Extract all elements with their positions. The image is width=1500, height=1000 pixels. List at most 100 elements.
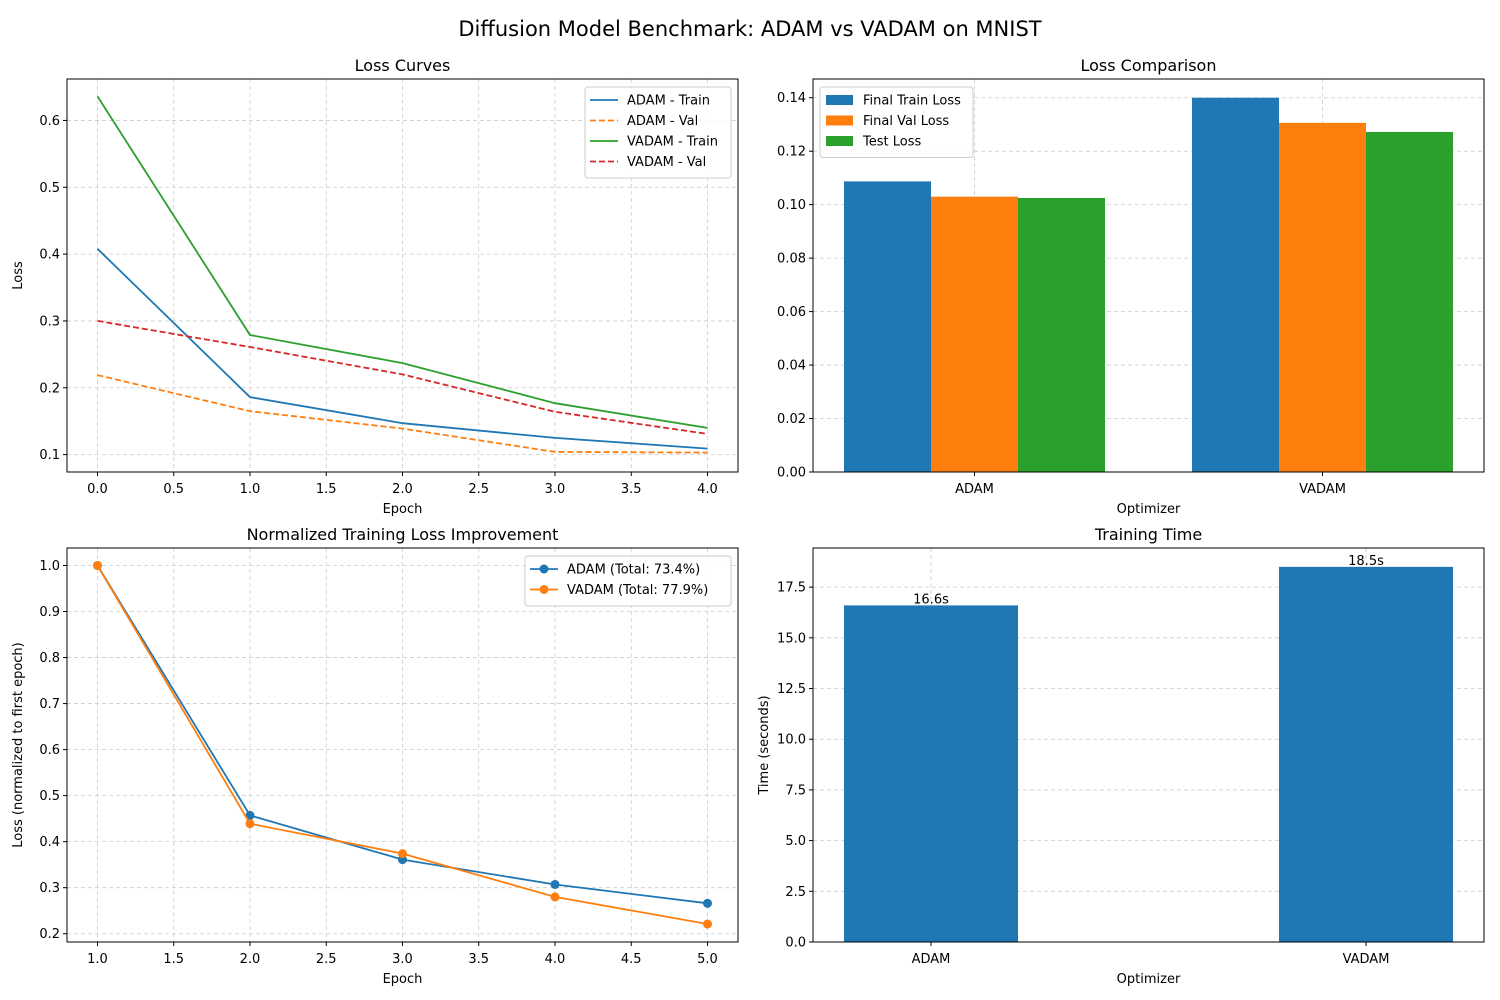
loss-comparison-bar-1-1 xyxy=(1279,122,1366,472)
normalized-improvement-chart: Normalized Training Loss Improvement 0.2 0… xyxy=(11,525,739,987)
loss-comparison-ytick-label: 0.14 xyxy=(777,91,806,106)
normalized-improvement-xtick-label: 2.5 xyxy=(316,952,337,967)
loss-curves-legend-label: VADAM - Val xyxy=(627,155,706,170)
normalized-improvement-legend-marker xyxy=(539,585,549,594)
training-time-bar-1 xyxy=(1279,566,1453,942)
training-time-frame xyxy=(812,547,1485,943)
loss-comparison-bar-1-0 xyxy=(1192,97,1279,472)
loss-curves-title: Loss Curves xyxy=(355,56,451,75)
training-time-title: Training Time xyxy=(1094,525,1202,544)
normalized-improvement-xtick-label: 1.0 xyxy=(87,952,108,967)
normalized-improvement-legend-box xyxy=(524,555,732,607)
normalized-improvement-ytick-label: 0.9 xyxy=(39,605,60,620)
normalized-improvement-series-1-point xyxy=(550,892,560,902)
loss-comparison-title: Loss Comparison xyxy=(1081,56,1217,75)
loss-curves-ylabel: Loss xyxy=(11,261,26,290)
loss-comparison-legend-swatch xyxy=(826,95,853,105)
loss-comparison-ytick-label: 0.12 xyxy=(777,145,806,160)
normalized-improvement-ylabel: Loss (normalized to first epoch) xyxy=(11,642,26,847)
loss-comparison-ytick-label: 0.02 xyxy=(777,412,806,427)
normalized-improvement-series-1-point xyxy=(245,819,255,829)
loss-comparison-ytick-label: 0.10 xyxy=(777,198,806,213)
training-time-ytick-label: 10.0 xyxy=(777,733,806,748)
normalized-improvement-xtick-label: 3.5 xyxy=(468,952,489,967)
training-time-bar-0 xyxy=(844,605,1018,942)
loss-comparison-ytick-label: 0.08 xyxy=(777,252,806,267)
loss-comparison-ytick-label: 0.06 xyxy=(777,305,806,320)
normalized-improvement-title: Normalized Training Loss Improvement xyxy=(247,525,559,544)
normalized-improvement-ytick-label: 0.4 xyxy=(39,835,60,850)
normalized-improvement-series-0-point xyxy=(245,810,255,820)
loss-curves-xtick-label: 1.0 xyxy=(240,482,261,497)
loss-comparison-legend-swatch xyxy=(826,136,853,146)
normalized-improvement-legend-marker xyxy=(539,564,549,574)
training-time-ytick-label: 2.5 xyxy=(785,885,806,900)
normalized-improvement-series-1-point xyxy=(703,919,712,929)
normalized-improvement-legend-label: ADAM (Total: 73.4%) xyxy=(567,563,700,578)
normalized-improvement-ytick-label: 1.0 xyxy=(39,559,60,574)
loss-comparison-xtick-label: VADAM xyxy=(1299,482,1346,497)
loss-curves-xtick-label: 1.5 xyxy=(316,482,337,497)
normalized-improvement-series-0-point xyxy=(550,879,560,889)
normalized-improvement-ytick-label: 0.7 xyxy=(39,697,60,712)
training-time-ytick-label: 15.0 xyxy=(777,631,806,646)
normalized-improvement-xtick-label: 3.0 xyxy=(392,952,413,967)
loss-curves-legend-label: ADAM - Train xyxy=(627,94,710,109)
training-time-ytick-label: 12.5 xyxy=(777,682,806,697)
loss-curves-series-2-line xyxy=(96,95,708,429)
training-time-data-label: 16.6s xyxy=(913,592,949,607)
normalized-improvement-xtick-label: 5.0 xyxy=(697,952,718,967)
loss-curves-legend-label: VADAM - Train xyxy=(627,135,718,150)
loss-comparison-bar-0-2 xyxy=(1018,197,1105,472)
normalized-improvement-series-1-point xyxy=(93,560,102,570)
normalized-improvement-series-1-point xyxy=(398,849,407,859)
loss-comparison-xlabel: Optimizer xyxy=(1117,502,1181,517)
loss-curves-xtick-label: 3.0 xyxy=(545,482,566,497)
loss-curves-xtick-label: 2.5 xyxy=(468,482,489,497)
loss-curves-ytick-label: 0.3 xyxy=(39,314,60,329)
loss-curves-ytick-label: 0.6 xyxy=(39,114,60,129)
normalized-improvement-legend: ADAM (Total: 73.4%) VADAM (Total: 77.9%) xyxy=(524,555,732,607)
loss-comparison-bar-1-2 xyxy=(1366,131,1453,472)
loss-comparison-ytick-label: 0.00 xyxy=(777,466,806,481)
loss-curves-frame xyxy=(66,78,739,473)
normalized-improvement-series-0-point xyxy=(703,898,712,908)
loss-curves-ytick-label: 0.2 xyxy=(39,381,60,396)
loss-curves-series-1-line xyxy=(97,374,708,454)
loss-curves-legend-label: ADAM - Val xyxy=(627,114,698,129)
training-time-xlabel: Optimizer xyxy=(1117,972,1181,987)
loss-comparison-legend-label: Test Loss xyxy=(862,135,921,150)
training-time-chart: Training Time 0.0 2.5 5.0 7.5 10.0 12.5 15.0 17.… xyxy=(757,525,1485,987)
loss-comparison-bar-0-0 xyxy=(844,181,931,473)
loss-curves-xtick-label: 3.5 xyxy=(621,482,642,497)
training-time-xtick-label: VADAM xyxy=(1343,952,1390,967)
loss-curves-ytick-label: 0.1 xyxy=(39,448,60,463)
normalized-improvement-xtick-label: 4.0 xyxy=(545,952,566,967)
loss-curves-ytick-label: 0.4 xyxy=(39,248,60,263)
loss-comparison-frame xyxy=(812,78,1485,473)
training-time-ytick-label: 5.0 xyxy=(785,834,806,849)
training-time-data-label: 18.5s xyxy=(1348,554,1384,569)
loss-curves-series-0-line xyxy=(96,248,708,450)
loss-comparison-legend-box xyxy=(819,86,974,158)
loss-comparison-chart: Loss Comparison 0.00 0.02 0.04 0.06 0.08 0.10 0… xyxy=(777,56,1485,517)
charts-group: Loss Curves 0.1 0.2 0.3 0.4 0.5 0.6 Epoch Loss 0.… xyxy=(11,56,1485,987)
normalized-improvement-frame xyxy=(66,547,739,943)
training-time-ylabel: Time (seconds) xyxy=(757,695,772,795)
loss-comparison-bar-0-1 xyxy=(931,196,1018,472)
normalized-improvement-xtick-label: 1.5 xyxy=(163,952,184,967)
loss-comparison-legend-swatch xyxy=(826,115,853,126)
loss-curves-legend: ADAM - Train ADAM - Val VADAM - Train VADAM… xyxy=(584,86,732,179)
training-time-ytick-label: 7.5 xyxy=(785,783,806,798)
normalized-improvement-ytick-label: 0.2 xyxy=(39,927,60,942)
normalized-improvement-ytick-label: 0.3 xyxy=(39,881,60,896)
figure-title: Diffusion Model Benchmark: ADAM vs VADAM… xyxy=(458,17,1041,41)
training-time-xtick-label: ADAM xyxy=(912,952,951,967)
loss-comparison-legend-label: Final Train Loss xyxy=(863,94,961,109)
loss-curves-legend-box xyxy=(584,86,732,179)
loss-curves-xtick-label: 2.0 xyxy=(392,482,413,497)
normalized-improvement-ytick-label: 0.5 xyxy=(39,789,60,804)
loss-curves-chart: Loss Curves 0.1 0.2 0.3 0.4 0.5 0.6 Epoch Loss 0.… xyxy=(11,56,739,517)
loss-curves-xtick-label: 4.0 xyxy=(697,482,718,497)
